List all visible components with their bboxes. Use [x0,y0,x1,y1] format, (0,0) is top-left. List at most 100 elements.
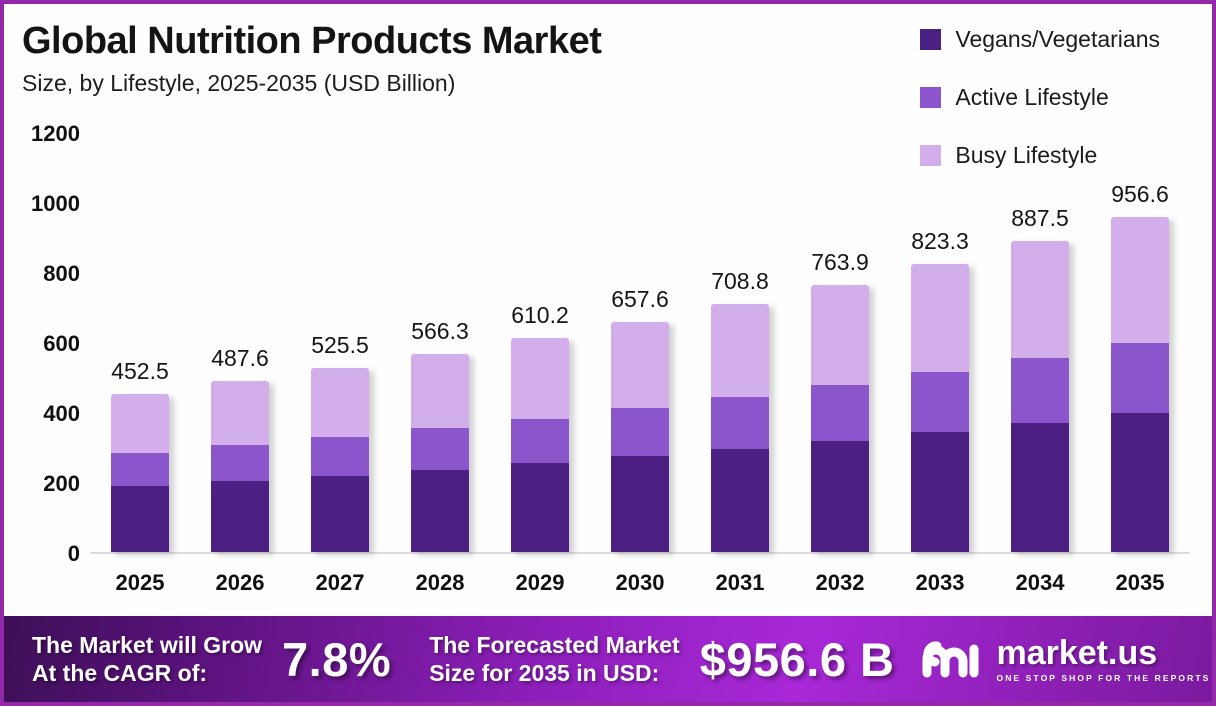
bar-segment-busy-lifestyle [111,393,169,454]
stacked-bar-2026 [211,381,269,552]
x-tick-label: 2031 [715,570,765,595]
cagr-label: The Market will Grow At the CAGR of: [32,631,262,687]
bar-segment-active-lifestyle [411,428,469,470]
bar-value-label: 823.3 [911,227,969,254]
bar-column-2031: 708.8 2031 [690,134,790,595]
stacked-bar-2025 [111,393,169,552]
legend-item-vegans-vegetarians: Vegans/Vegetarians [920,26,1160,53]
bar-value-label: 763.9 [811,248,869,275]
legend-label: Active Lifestyle [955,84,1109,110]
y-tick-label: 200 [43,471,80,496]
bar-segment-vegans-vegetarians [411,469,469,552]
x-tick-label: 2028 [415,570,465,595]
bar-column-2026: 487.6 2026 [190,134,290,595]
bar-segment-vegans-vegetarians [611,456,669,552]
stacked-bar-2032 [811,284,869,552]
y-tick-label: 800 [43,261,80,286]
bar-value-label: 566.3 [411,317,469,344]
bar-segment-vegans-vegetarians [1011,423,1069,552]
chart-title: Global Nutrition Products Market [22,20,602,62]
forecast-label-line1: The Forecasted Market [429,631,680,658]
bar-segment-active-lifestyle [311,437,369,476]
stacked-bar-2033 [911,263,969,552]
bar-segment-vegans-vegetarians [511,463,569,552]
bar-value-label: 610.2 [511,302,569,329]
cagr-label-line1: The Market will Grow [32,631,263,658]
x-tick-label: 2034 [1015,570,1065,595]
bar-segment-busy-lifestyle [1011,241,1069,358]
bar-segment-busy-lifestyle [911,263,969,372]
cagr-value: 7.8% [282,632,392,686]
y-tick-label: 600 [43,331,80,356]
bar-segment-busy-lifestyle [311,368,369,438]
bar-segment-vegans-vegetarians [211,481,269,552]
bar-column-2030: 657.6 2030 [590,134,690,595]
bar-segment-vegans-vegetarians [1111,413,1169,552]
x-tick-label: 2030 [615,570,665,595]
stacked-bar-chart: 0 200 400 600 800 1000 1200 452.5 2025 487.6 2026… [18,121,1190,595]
legend-swatch-icon [920,87,942,108]
x-tick-label: 2025 [115,570,165,595]
bar-segment-active-lifestyle [1011,357,1069,424]
bar-column-2028: 566.3 2028 [390,134,490,595]
marketus-logo-icon [922,641,979,678]
bar-column-2027: 525.5 2027 [290,134,390,595]
forecast-label: The Forecasted Market Size for 2035 in U… [429,631,680,687]
bar-segment-vegans-vegetarians [811,441,869,552]
x-tick-label: 2035 [1115,570,1165,595]
legend-label: Vegans/Vegetarians [955,26,1160,52]
y-tick-label: 0 [67,541,80,566]
bar-value-label: 708.8 [711,267,769,294]
cagr-label-line2: At the CAGR of: [32,660,208,686]
x-tick-label: 2032 [815,570,865,595]
bar-column-2025: 452.5 2025 [90,134,190,595]
bar-segment-busy-lifestyle [211,381,269,446]
legend-item-active-lifestyle: Active Lifestyle [920,84,1160,111]
forecast-label-line2: Size for 2035 in USD: [429,660,660,686]
legend-swatch-icon [920,145,942,166]
bar-column-2033: 823.3 2033 [890,134,990,595]
bar-segment-busy-lifestyle [811,284,869,385]
y-tick-label: 400 [43,401,80,426]
x-tick-label: 2029 [515,570,565,595]
forecast-value: $956.6 B [699,632,895,686]
chart-header: Global Nutrition Products Market Size, b… [4,4,1212,97]
stacked-bar-2029 [511,338,569,552]
bar-value-label: 487.6 [211,345,269,372]
bar-segment-busy-lifestyle [511,338,569,419]
legend-label: Busy Lifestyle [955,142,1098,168]
bar-segment-active-lifestyle [711,396,769,450]
bar-value-label: 452.5 [111,357,169,384]
bar-value-label: 525.5 [311,332,369,359]
footer-banner: The Market will Grow At the CAGR of: 7.8… [4,616,1212,702]
legend-item-busy-lifestyle: Busy Lifestyle [920,142,1160,169]
bar-value-label: 956.6 [1111,181,1169,208]
marketus-logo-textblock: market.us ONE STOP SHOP FOR THE REPORTS [996,636,1210,683]
y-axis: 0 200 400 600 800 1000 1200 [18,121,90,566]
bar-segment-vegans-vegetarians [111,486,169,552]
bar-segment-busy-lifestyle [611,321,669,409]
bar-segment-busy-lifestyle [711,303,769,397]
stacked-bar-2035 [1111,217,1169,552]
stacked-bar-2028 [411,353,469,552]
bar-segment-active-lifestyle [511,418,569,464]
bar-segment-active-lifestyle [811,384,869,442]
stacked-bar-2034 [1011,241,1069,552]
bar-column-2029: 610.2 2029 [490,134,590,595]
x-tick-label: 2027 [315,570,365,595]
bar-value-label: 887.5 [1011,205,1069,232]
bar-segment-active-lifestyle [111,453,169,487]
legend: Vegans/Vegetarians Active Lifestyle Busy L… [920,26,1160,169]
bar-segment-busy-lifestyle [1111,217,1169,343]
marketus-logo: market.us ONE STOP SHOP FOR THE REPORTS [914,635,1210,683]
x-tick-label: 2026 [215,570,265,595]
bar-segment-active-lifestyle [911,371,969,433]
marketus-logo-text: market.us [996,633,1158,672]
bar-segment-active-lifestyle [211,445,269,482]
bar-segment-vegans-vegetarians [311,475,369,552]
bar-segment-active-lifestyle [1111,342,1169,414]
bar-column-2035: 956.6 2035 [1090,134,1190,595]
y-tick-label: 1000 [31,191,80,216]
y-tick-label: 1200 [31,121,80,146]
